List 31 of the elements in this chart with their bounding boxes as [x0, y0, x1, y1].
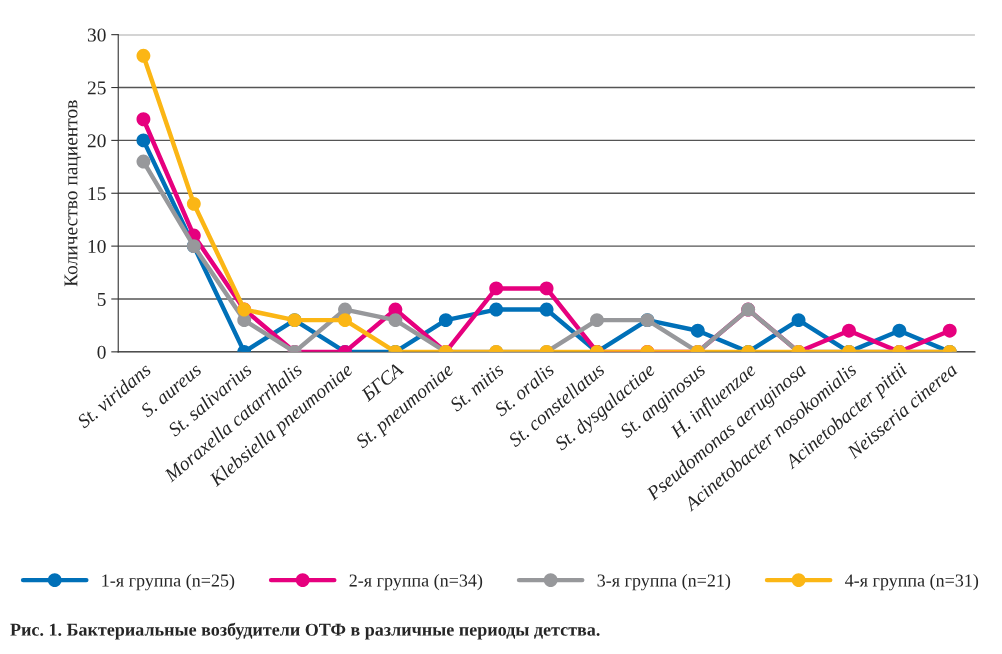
y-tick-label: 10 — [88, 239, 106, 254]
legend-label: 2-я группа (n=34) — [349, 573, 483, 591]
y-tick-label: 0 — [97, 345, 106, 359]
point — [892, 323, 907, 338]
point — [690, 323, 705, 338]
y-axis-title: Количество пациентов — [64, 100, 82, 287]
point — [186, 196, 201, 211]
y-tick-label: 5 — [97, 293, 106, 306]
point — [388, 313, 403, 328]
legend-label: 1-я группа (n=25) — [102, 573, 235, 591]
legend-label: 4-я группа (n=31) — [845, 573, 979, 591]
legend-label: 3-я группа (n=21) — [597, 573, 731, 591]
point — [438, 313, 453, 328]
point — [791, 313, 806, 328]
point — [136, 133, 151, 148]
text: Рис. 1. Бактериальные возбудители ОТФ в различные периоды детства. — [10, 622, 600, 640]
y-tick-label: 25 — [87, 81, 106, 95]
y-tick-label: 20 — [87, 134, 106, 148]
point — [942, 323, 957, 338]
point — [489, 302, 504, 317]
point — [539, 281, 554, 296]
point — [338, 313, 352, 328]
point — [590, 313, 604, 328]
y-tick-label: 30 — [87, 28, 106, 42]
point — [136, 48, 151, 63]
point — [136, 154, 151, 169]
point — [489, 281, 504, 296]
point — [136, 112, 151, 127]
point — [539, 302, 554, 317]
y-tick-label: 15 — [88, 187, 106, 201]
point — [842, 323, 856, 338]
